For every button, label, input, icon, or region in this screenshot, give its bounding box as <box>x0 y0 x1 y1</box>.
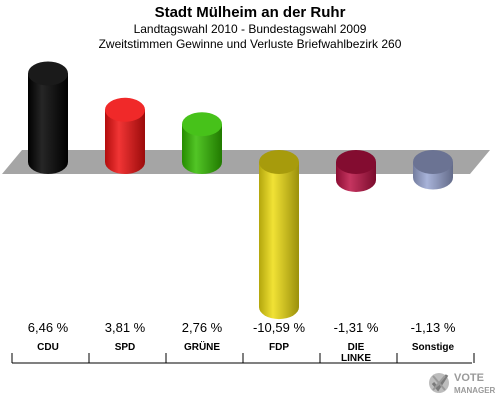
bar-cap <box>259 150 299 174</box>
category-label: FDP <box>269 342 289 353</box>
value-label: 3,81 % <box>105 320 146 335</box>
value-label: 6,46 % <box>28 320 69 335</box>
bar-body <box>105 109 145 174</box>
checkmark-x-logo-icon <box>429 373 449 393</box>
value-label: -1,13 % <box>411 320 456 335</box>
bar-body <box>182 124 222 174</box>
bar-fdp <box>259 150 299 320</box>
bar-body <box>259 162 299 320</box>
bar-cap <box>336 150 376 174</box>
watermark-vote-text: VOTE <box>454 372 484 384</box>
value-label: -10,59 % <box>253 320 305 335</box>
bars-group <box>28 61 453 320</box>
chart-subtitle-district: Zweitstimmen Gewinne und Verluste Briefw… <box>98 37 402 51</box>
bar-cap <box>182 112 222 137</box>
bar-die-linke <box>336 150 376 192</box>
category-label: CDU <box>37 342 59 353</box>
bar-body <box>28 73 68 174</box>
vote-manager-watermark: VOTE MANAGER <box>429 372 496 395</box>
category-label: Sonstige <box>412 342 455 353</box>
bar-gr-ne <box>182 112 222 174</box>
bar-cap <box>413 150 453 174</box>
chart-title: Stadt Mülheim an der Ruhr <box>154 4 346 21</box>
labels-group: 6,46 % 3,81 % 2,76 % -10,59 % -1,31 % -1,13 % <box>28 320 456 335</box>
category-label: SPD <box>115 342 136 353</box>
bar-cap <box>105 97 145 122</box>
category-label: LINKE <box>341 353 371 364</box>
value-label: -1,31 % <box>334 320 379 335</box>
bar-cap <box>28 61 68 86</box>
watermark-manager-text: MANAGER <box>454 386 496 395</box>
chart-header: Stadt Mülheim an der Ruhr Landtagswahl 2… <box>0 0 500 52</box>
category-label: DIE <box>348 342 365 353</box>
bar-sonstige <box>413 150 453 190</box>
bar-spd <box>105 97 145 174</box>
category-label: GRÜNE <box>184 340 220 353</box>
bar-cdu <box>28 61 68 174</box>
value-label: 2,76 % <box>182 320 223 335</box>
chart-subtitle-elections: Landtagswahl 2010 - Bundestagswahl 2009 <box>133 22 367 36</box>
